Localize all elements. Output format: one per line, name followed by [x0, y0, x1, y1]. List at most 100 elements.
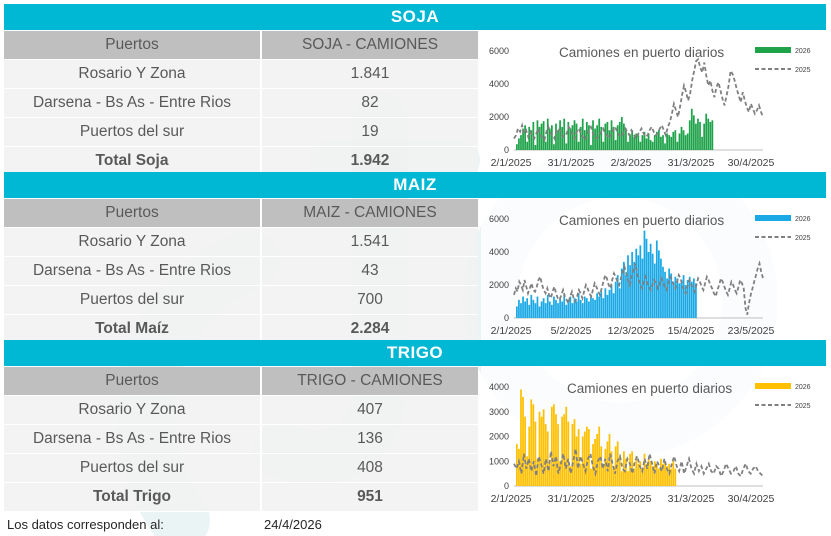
bar [653, 135, 656, 150]
row-label: Darsena - Bs As - Entre Rios [4, 88, 262, 118]
bar [670, 136, 673, 150]
bar [657, 130, 660, 150]
bar [598, 296, 601, 318]
bar [585, 298, 588, 318]
bar [581, 118, 584, 150]
bar [676, 278, 679, 318]
bar [528, 426, 531, 486]
row-value: 136 [261, 424, 478, 454]
bar [544, 141, 547, 150]
bar [695, 123, 697, 150]
bar [561, 416, 564, 486]
bar [643, 230, 646, 318]
bar [635, 133, 638, 150]
bar [518, 138, 520, 150]
bar [635, 248, 638, 318]
bar [614, 140, 617, 150]
y-tick-label: 3000 [489, 407, 509, 417]
bar [618, 456, 621, 486]
row-label: Puertos del sur [4, 117, 262, 147]
legend-label-2026: 2026 [795, 48, 811, 55]
bar [692, 115, 695, 150]
x-tick-label: 23/5/2025 [728, 325, 775, 337]
bar [559, 298, 561, 318]
bar [645, 463, 648, 486]
bar [524, 301, 526, 318]
bar [623, 261, 625, 318]
chart-background [481, 31, 826, 199]
bar [569, 466, 572, 486]
bar [555, 123, 557, 150]
bar [550, 125, 553, 150]
bar [616, 125, 619, 150]
chart-title: Camiones en puerto diarios [567, 381, 732, 396]
bar [664, 143, 666, 150]
bar [614, 281, 617, 318]
bar [573, 298, 576, 318]
bar [579, 299, 582, 318]
bar [565, 143, 568, 150]
bar [672, 131, 675, 150]
bar [546, 118, 549, 150]
bar [602, 141, 605, 150]
bar [604, 123, 607, 150]
section-bar-soja: SOJA [4, 4, 826, 30]
bar [608, 289, 611, 318]
bar [596, 434, 599, 486]
bar [542, 409, 545, 486]
total-label: Total Soja [4, 146, 262, 176]
legend-label-2025: 2025 [795, 67, 811, 74]
row-label: Darsena - Bs As - Entre Rios [4, 256, 262, 286]
bar [662, 135, 664, 150]
x-tick-label: 2/1/2025 [491, 157, 532, 169]
x-tick-label: 31/1/2025 [548, 493, 595, 505]
bar [616, 275, 619, 318]
bar [546, 294, 549, 318]
bar [538, 306, 541, 318]
y-tick-label: 1000 [489, 456, 509, 466]
legend-swatch-2026 [755, 47, 791, 53]
bar [660, 136, 662, 150]
bar [688, 120, 691, 150]
row-value: 19 [261, 117, 478, 147]
bar [548, 463, 551, 486]
y-tick-label: 4000 [489, 247, 509, 257]
row-value: 1.841 [261, 59, 478, 89]
bar [575, 301, 578, 318]
col-header-puertos: Puertos [4, 199, 262, 228]
bar [645, 138, 648, 150]
bar [516, 306, 518, 318]
y-tick-label: 2000 [489, 280, 509, 290]
bar [682, 130, 685, 150]
bar [647, 252, 650, 318]
line-series-2025 [513, 57, 764, 143]
bar [666, 466, 668, 486]
bar [672, 461, 675, 486]
x-tick-label: 31/3/2025 [668, 493, 715, 505]
bar [567, 421, 570, 486]
bar [530, 130, 533, 150]
bar [563, 118, 566, 150]
col-header-camiones: TRIGO - CAMIONES [261, 367, 478, 396]
bar [631, 252, 633, 318]
bar [561, 126, 564, 150]
total-value: 951 [261, 482, 478, 512]
footer-date: 24/4/2026 [264, 517, 322, 532]
bar [544, 424, 547, 486]
bar [643, 131, 646, 150]
bar [557, 424, 559, 486]
bar [600, 126, 603, 150]
bar [620, 268, 623, 318]
bar [588, 125, 590, 150]
bar [585, 426, 588, 486]
bar [536, 296, 539, 318]
bar [530, 399, 533, 486]
bar [569, 296, 572, 318]
bar [590, 145, 592, 150]
bar [653, 263, 656, 318]
x-tick-label: 2/3/2025 [611, 493, 652, 505]
bar [676, 141, 679, 150]
bar [540, 416, 543, 486]
row-label: Darsena - Bs As - Entre Rios [4, 424, 262, 454]
x-tick-label: 2/1/2025 [491, 493, 532, 505]
